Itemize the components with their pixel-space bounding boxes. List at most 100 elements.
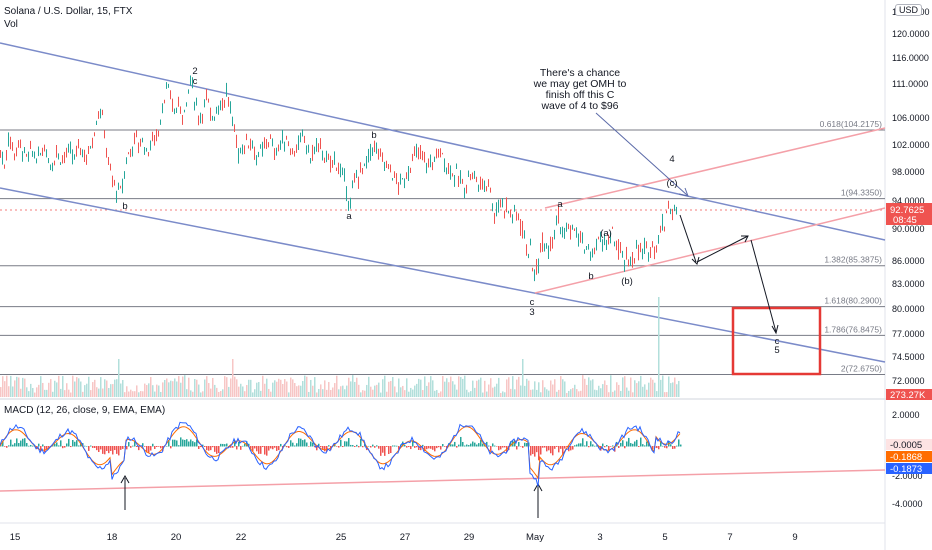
volume-bar [324,380,326,397]
macd-histogram-bar [194,442,196,447]
macd-histogram-bar [118,446,120,456]
volume-bar [68,389,70,397]
macd-histogram-bar [530,446,532,456]
volume-bar [276,381,278,397]
projected-path[interactable] [120,112,779,518]
volume-bar [242,386,244,397]
macd-histogram-bar [404,444,406,447]
volume-bar [302,380,304,397]
volume-bar [220,390,222,397]
volume-bar [430,376,432,397]
price-tick-label: 77.0000 [892,329,925,339]
volume-bar [492,387,494,397]
volume-bar [270,391,272,397]
projection-leg-1[interactable] [679,214,697,263]
macd-histogram-bar [198,446,200,449]
macd-histogram-bar [336,446,338,447]
volume-bar [312,385,314,397]
macd-histogram-bar [548,446,550,451]
volume-bar [398,378,400,397]
volume-bar [482,392,484,397]
wave-label: 3 [529,307,534,318]
macd-histogram-bar [38,443,40,447]
volume-bar [102,388,104,397]
volume-bar [520,385,522,397]
volume-bar [354,381,356,397]
volume-bar [664,392,666,397]
macd-histogram-bar [442,444,444,447]
volume-bar [100,377,102,397]
volume-bar [198,384,200,397]
volume-bar [348,377,350,397]
upper-pink-channel-line[interactable] [544,127,886,209]
wave-channels[interactable] [0,42,886,492]
macd-histogram-bar [588,446,590,448]
macd-histogram-bar [12,444,14,447]
chart-title[interactable]: Solana / U.S. Dollar, 15, FTX [4,6,133,17]
volume-bar [216,387,218,397]
projection-leg-3[interactable] [750,239,777,333]
volume-bar [624,376,626,397]
fibonacci-levels[interactable]: 0.618(104.2175) 1(94.3350) 1.382(85.3875) 1… [0,119,885,376]
macd-histogram-bar [550,446,552,454]
macd-histogram-bar [306,442,308,447]
macd-histogram-bar [176,440,178,447]
macd-histogram-bar [112,446,114,455]
projection-leg-2[interactable] [696,235,749,263]
volume-bar [316,392,318,397]
lower-blue-channel-line[interactable] [0,187,886,363]
volume-bar [374,385,376,397]
volume-indicator-label[interactable]: Vol [4,19,18,30]
volume-bar [556,391,558,397]
macd-histogram-bar [126,446,128,450]
macd-histogram-bar [54,443,56,447]
volume-bar [154,391,156,397]
volume-bar [636,383,638,397]
annotation-text[interactable]: There's a chance we may get OMH to finis… [520,68,640,112]
macd-histogram-bar [104,446,106,455]
time-axis: 15 18 20 22 25 27 29 May 3 5 7 9 [10,532,798,543]
macd-histogram-bar [466,444,468,447]
volume-bar [38,384,40,397]
volume-bar [432,380,434,397]
macd-histogram-bar [134,441,136,447]
macd-histogram-bar [636,439,638,447]
volume-bar [410,387,412,397]
macd-histogram-bar [608,446,610,451]
macd-histogram-bar [116,446,118,454]
volume-bar [94,379,96,397]
macd-indicator-label[interactable]: MACD (12, 26, close, 9, EMA, EMA) [4,405,166,416]
macd-histogram-bar [226,443,228,447]
lower-pink-channel-line[interactable] [534,207,886,294]
fib-level-label: 1(94.3350) [841,188,882,198]
macd-histogram-bar [290,440,292,447]
macd-histogram-bar [128,442,130,447]
volume-bar [46,389,48,397]
macd-line [0,421,681,487]
currency-badge[interactable]: USD [895,4,923,16]
volume-bar [294,382,296,397]
volume-bar [132,391,134,397]
macd-histogram-bar [214,446,216,452]
volume-bar [422,390,424,397]
macd-histogram-bar [402,441,404,447]
macd-histogram-bar [578,443,580,447]
macd-histogram-bar [154,446,156,450]
volume-bar [254,389,256,397]
volume-bar [318,388,320,397]
price-tick-label: 74.5000 [892,352,925,362]
macd-histogram-bar [602,443,604,447]
macd-histogram-bar [130,446,132,448]
upper-blue-channel-line[interactable] [0,42,886,241]
volume-bar [106,380,108,397]
macd-histogram-bar [252,446,254,452]
macd-histogram-bar [20,440,22,447]
target-zone-box[interactable] [731,306,822,376]
macd-histogram-bar [72,439,74,447]
macd-histogram-bar [192,441,194,447]
volume-bar [30,383,32,397]
volume-bar [214,384,216,397]
macd-trendline[interactable] [0,469,886,492]
